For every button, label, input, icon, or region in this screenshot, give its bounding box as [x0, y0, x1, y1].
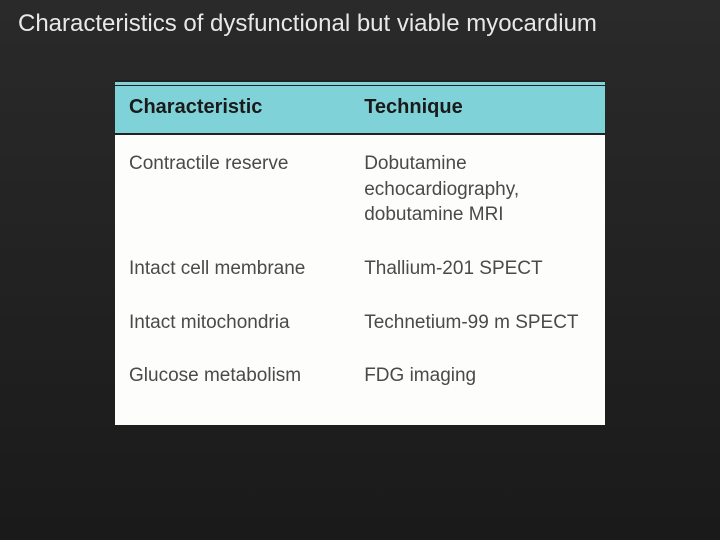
- table-row: Intact cell membrane Thallium-201 SPECT: [115, 246, 605, 300]
- table-header-characteristic: Characteristic: [115, 82, 350, 133]
- slide-title: Characteristics of dysfunctional but via…: [0, 0, 720, 39]
- cell-technique: FDG imaging: [350, 363, 605, 389]
- characteristics-table: Characteristic Technique Contractile res…: [115, 80, 605, 425]
- cell-technique: Thallium-201 SPECT: [350, 256, 605, 282]
- cell-characteristic: Intact cell membrane: [115, 256, 350, 282]
- cell-characteristic: Contractile reserve: [115, 151, 350, 228]
- cell-characteristic: Intact mitochondria: [115, 310, 350, 336]
- cell-technique: Dobutamine echocardiography, dobutamine …: [350, 151, 605, 228]
- table-header-row: Characteristic Technique: [115, 80, 605, 135]
- table-row: Contractile reserve Dobutamine echocardi…: [115, 141, 605, 246]
- table-row: Glucose metabolism FDG imaging: [115, 353, 605, 407]
- table-header-technique: Technique: [350, 82, 605, 133]
- cell-technique: Technetium-99 m SPECT: [350, 310, 605, 336]
- cell-characteristic: Glucose metabolism: [115, 363, 350, 389]
- table-body: Contractile reserve Dobutamine echocardi…: [115, 135, 605, 425]
- table-row: Intact mitochondria Technetium-99 m SPEC…: [115, 300, 605, 354]
